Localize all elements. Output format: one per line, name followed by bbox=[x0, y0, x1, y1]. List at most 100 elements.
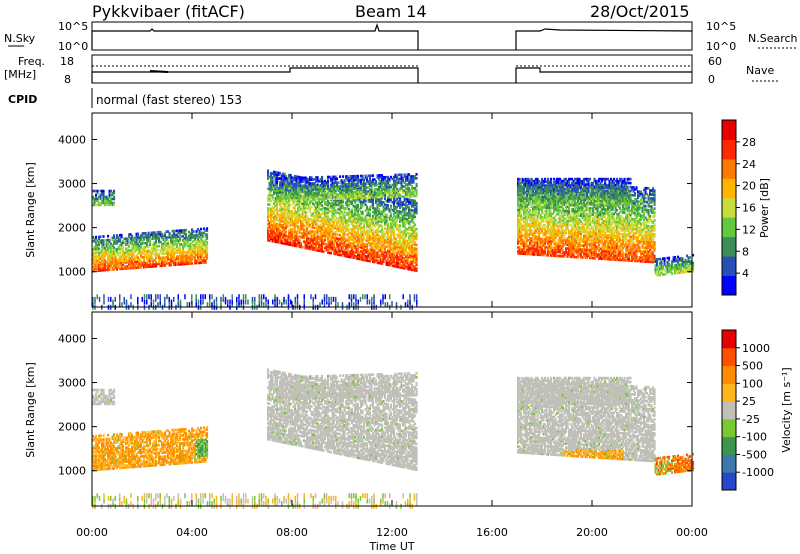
power-cell bbox=[153, 233, 156, 236]
power-cell bbox=[343, 252, 346, 256]
power-cell bbox=[192, 248, 195, 251]
power-cell bbox=[406, 200, 409, 203]
power-cell bbox=[379, 214, 382, 217]
power-cell bbox=[268, 213, 271, 216]
power-cell bbox=[283, 196, 286, 200]
power-cell bbox=[352, 220, 355, 224]
power-cell bbox=[324, 216, 327, 220]
power-cell bbox=[101, 191, 104, 195]
power-cell bbox=[319, 225, 322, 229]
power-cell bbox=[321, 226, 324, 229]
power-cell bbox=[188, 260, 191, 263]
power-cell bbox=[364, 203, 367, 206]
power-cell bbox=[204, 255, 207, 258]
power-cell bbox=[131, 250, 134, 254]
power-cell bbox=[373, 260, 376, 264]
power-cell bbox=[143, 245, 146, 249]
power-cell bbox=[388, 198, 391, 201]
power-cell bbox=[300, 235, 303, 239]
power-cell bbox=[164, 234, 167, 238]
power-cell bbox=[288, 233, 291, 236]
power-cell bbox=[165, 238, 168, 241]
power-cell bbox=[304, 176, 307, 180]
power-cell bbox=[376, 205, 379, 209]
power-cell bbox=[101, 253, 104, 256]
power-cell bbox=[295, 232, 298, 236]
power-cell bbox=[327, 249, 330, 252]
power-cell bbox=[301, 178, 304, 182]
power-cell bbox=[129, 239, 132, 242]
power-cell bbox=[93, 199, 96, 203]
power-cell bbox=[381, 224, 384, 228]
power-cell bbox=[307, 180, 310, 183]
power-cell bbox=[108, 262, 111, 266]
power-cell bbox=[349, 212, 352, 215]
power-cell bbox=[364, 231, 367, 234]
power-cell bbox=[530, 229, 533, 232]
power-cell bbox=[333, 208, 336, 212]
power-cell bbox=[96, 239, 99, 243]
power-cell bbox=[409, 208, 412, 212]
power-cell bbox=[379, 212, 382, 216]
power-cell bbox=[415, 253, 418, 257]
power-cell bbox=[303, 198, 306, 201]
power-cell bbox=[270, 233, 273, 237]
power-cell bbox=[388, 251, 391, 255]
power-cell bbox=[364, 215, 367, 218]
power-cell bbox=[400, 200, 403, 204]
power-cell bbox=[292, 240, 295, 243]
power-cell bbox=[200, 251, 203, 255]
power-cell bbox=[382, 258, 385, 262]
power-cell bbox=[303, 184, 306, 188]
power-cell bbox=[379, 210, 382, 214]
power-cell bbox=[201, 253, 204, 256]
power-cell bbox=[384, 223, 387, 226]
power-cell bbox=[150, 247, 153, 250]
power-cell bbox=[179, 255, 182, 258]
power-cell bbox=[168, 257, 171, 261]
power-cell bbox=[271, 182, 274, 185]
power-cell bbox=[303, 234, 306, 237]
power-cell bbox=[387, 198, 390, 201]
power-cell bbox=[358, 253, 361, 257]
power-cell bbox=[137, 266, 140, 269]
power-cell bbox=[128, 261, 131, 264]
power-cell bbox=[406, 243, 409, 247]
power-cell bbox=[295, 220, 298, 224]
power-cell bbox=[165, 256, 168, 259]
power-cell bbox=[95, 255, 98, 259]
power-cell bbox=[346, 199, 349, 203]
power-cell bbox=[400, 212, 403, 216]
power-cell bbox=[294, 190, 297, 194]
power-cell bbox=[375, 180, 378, 183]
power-cell bbox=[355, 233, 358, 236]
power-cell bbox=[271, 184, 274, 187]
power-cell bbox=[189, 244, 192, 247]
power-cell bbox=[270, 211, 273, 215]
power-cell bbox=[307, 198, 310, 201]
power-cell bbox=[104, 268, 107, 272]
power-cell bbox=[134, 246, 137, 250]
power-cell bbox=[304, 246, 307, 250]
power-cell bbox=[390, 230, 393, 234]
power-cell bbox=[373, 258, 376, 262]
power-cell bbox=[104, 246, 107, 250]
power-cell bbox=[415, 233, 418, 237]
power-cell bbox=[167, 240, 170, 243]
power-cell bbox=[303, 228, 306, 232]
power-cell bbox=[360, 212, 363, 215]
power-cell bbox=[355, 227, 358, 230]
power-cell bbox=[357, 215, 360, 219]
power-cell bbox=[116, 236, 119, 239]
power-cell bbox=[367, 231, 370, 235]
power-cell bbox=[158, 238, 161, 242]
power-cell bbox=[381, 218, 384, 222]
power-cell bbox=[117, 263, 120, 267]
power-cell bbox=[321, 242, 324, 245]
power-cell bbox=[99, 189, 102, 193]
power-cell bbox=[312, 184, 315, 188]
power-cell bbox=[301, 220, 304, 223]
power-cell bbox=[319, 235, 322, 239]
power-cell bbox=[143, 236, 146, 239]
power-cell bbox=[321, 212, 324, 215]
